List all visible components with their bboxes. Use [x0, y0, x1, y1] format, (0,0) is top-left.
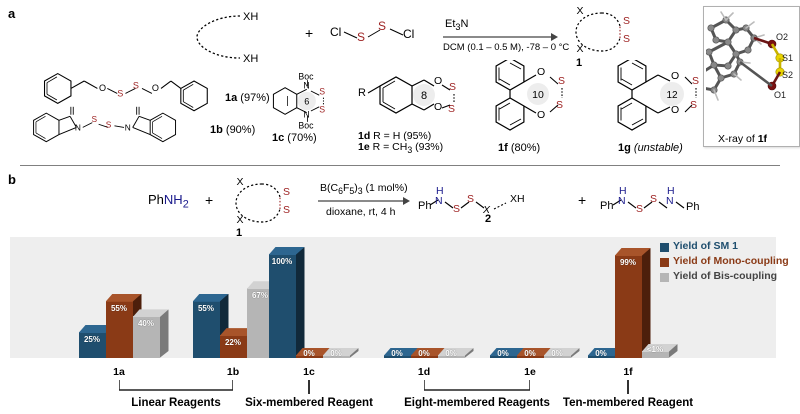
svg-text:O: O — [537, 66, 545, 78]
svg-text:12: 12 — [666, 90, 678, 101]
svg-text:O: O — [99, 83, 106, 93]
svg-text:8: 8 — [421, 90, 427, 102]
svg-text:S: S — [319, 105, 325, 115]
svg-text:S1: S1 — [782, 53, 793, 63]
svg-text:S: S — [636, 203, 643, 215]
svg-text:S: S — [357, 30, 365, 44]
svg-text:O1: O1 — [774, 90, 786, 100]
svg-text:S: S — [623, 15, 630, 27]
svg-text:Cl: Cl — [403, 27, 414, 41]
svg-text:S: S — [556, 99, 563, 111]
svg-text:O: O — [537, 109, 545, 121]
svg-text:S: S — [91, 114, 97, 124]
svg-text:N: N — [303, 110, 309, 120]
svg-text:S: S — [692, 75, 699, 87]
svg-text:S: S — [449, 81, 456, 93]
svg-text:S: S — [117, 89, 123, 99]
svg-text:O: O — [152, 83, 159, 93]
svg-text:X: X — [576, 43, 583, 55]
svg-text:S: S — [453, 203, 460, 215]
svg-text:S: S — [283, 186, 290, 198]
svg-text:N: N — [75, 123, 81, 133]
svg-text:S: S — [558, 75, 565, 87]
svg-text:S: S — [106, 119, 112, 129]
svg-text:Ph: Ph — [686, 201, 699, 213]
svg-text:S: S — [378, 19, 386, 33]
svg-text:XH: XH — [243, 53, 258, 65]
svg-text:S: S — [467, 193, 474, 205]
svg-text:10: 10 — [532, 89, 544, 101]
svg-text:X: X — [236, 178, 243, 188]
svg-text:O: O — [141, 106, 148, 108]
svg-text:S: S — [283, 204, 290, 216]
svg-text:O: O — [67, 106, 74, 108]
svg-text:O: O — [434, 75, 442, 87]
svg-text:XH: XH — [243, 11, 258, 23]
svg-text:O: O — [434, 101, 442, 113]
svg-text:S: S — [319, 86, 325, 96]
svg-text:S: S — [133, 80, 139, 90]
svg-text:Cl: Cl — [330, 25, 341, 39]
svg-text:Ph: Ph — [600, 200, 613, 212]
svg-text:O: O — [671, 70, 679, 82]
svg-text:S2: S2 — [782, 70, 793, 80]
svg-text:N: N — [618, 195, 626, 207]
svg-text:N: N — [435, 195, 443, 207]
svg-text:6: 6 — [304, 96, 309, 106]
svg-text:N: N — [125, 123, 131, 133]
svg-text:Boc: Boc — [298, 71, 314, 81]
svg-text:O2: O2 — [776, 32, 788, 42]
svg-text:Ph: Ph — [418, 200, 431, 212]
svg-text:X: X — [576, 5, 583, 17]
svg-text:H: H — [667, 185, 675, 197]
svg-text:1: 1 — [576, 57, 582, 69]
svg-text:S: S — [623, 33, 630, 45]
svg-text:S: S — [690, 99, 697, 111]
svg-text:XH: XH — [510, 193, 525, 205]
svg-text:N: N — [303, 81, 309, 91]
svg-text:X: X — [236, 214, 243, 226]
svg-text:S: S — [650, 193, 657, 205]
svg-text:Boc: Boc — [298, 121, 314, 131]
svg-text:R: R — [358, 87, 366, 99]
